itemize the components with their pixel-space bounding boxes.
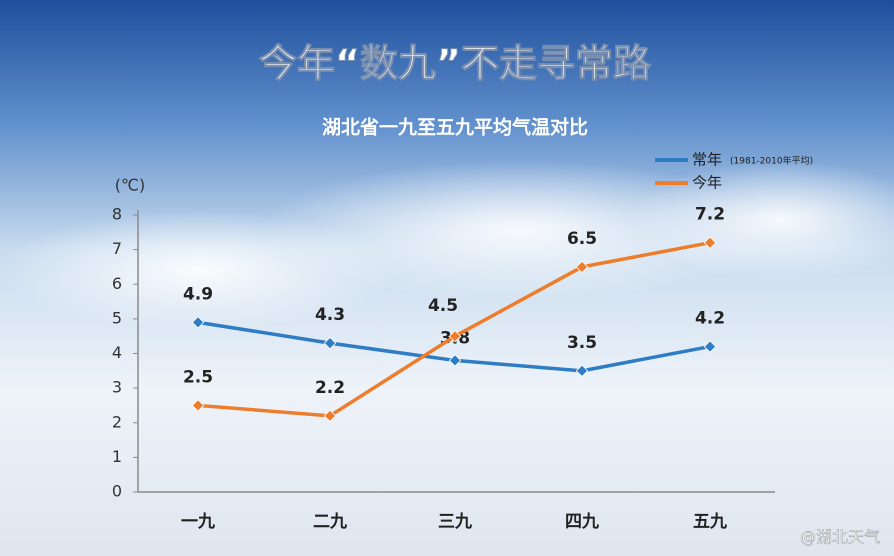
data-point <box>703 340 717 353</box>
data-point <box>191 316 205 329</box>
chart-subtitle: 湖北省一九至五九平均气温对比 <box>322 116 588 139</box>
watermark: @湖北天气 <box>800 528 880 547</box>
chart-title: 今年“数九”不走寻常路 <box>259 42 652 86</box>
data-label: 4.5 <box>428 296 458 316</box>
data-point <box>448 329 462 343</box>
y-tick-label: 2 <box>112 412 122 431</box>
y-tick-label: 0 <box>112 482 122 501</box>
x-tick-label: 三九 <box>438 512 472 532</box>
data-label: 6.5 <box>567 229 597 249</box>
data-label: 2.2 <box>315 378 345 398</box>
data-label: 3.5 <box>567 333 597 353</box>
y-unit: (℃) <box>115 176 145 195</box>
x-tick-label: 二九 <box>313 512 347 532</box>
cloud <box>630 160 894 280</box>
x-tick-label: 一九 <box>181 512 215 532</box>
data-point <box>323 336 337 350</box>
y-tick-label: 8 <box>112 205 122 224</box>
data-point <box>703 236 717 249</box>
data-label: 4.9 <box>183 284 213 304</box>
y-tick-label: 5 <box>112 308 122 327</box>
data-label: 4.3 <box>315 305 345 325</box>
x-tick-label: 四九 <box>565 512 599 532</box>
y-tick-label: 4 <box>112 343 122 362</box>
data-point <box>323 409 337 423</box>
x-tick-label: 五九 <box>693 512 727 532</box>
legend-note: (1981-2010年平均) <box>730 155 813 167</box>
data-label: 4.2 <box>695 309 725 329</box>
y-tick-label: 3 <box>112 378 122 397</box>
data-point <box>575 260 589 274</box>
legend-label: 常年 <box>692 151 722 169</box>
cloud <box>0 210 400 330</box>
data-label: 2.5 <box>183 367 213 387</box>
y-tick-label: 1 <box>112 447 122 466</box>
data-label: 7.2 <box>695 205 725 225</box>
data-point <box>575 364 589 378</box>
legend-label: 今年 <box>692 174 722 192</box>
y-tick-label: 6 <box>112 274 122 293</box>
y-tick-label: 7 <box>112 239 122 258</box>
data-point <box>191 399 205 412</box>
data-point <box>448 354 462 367</box>
